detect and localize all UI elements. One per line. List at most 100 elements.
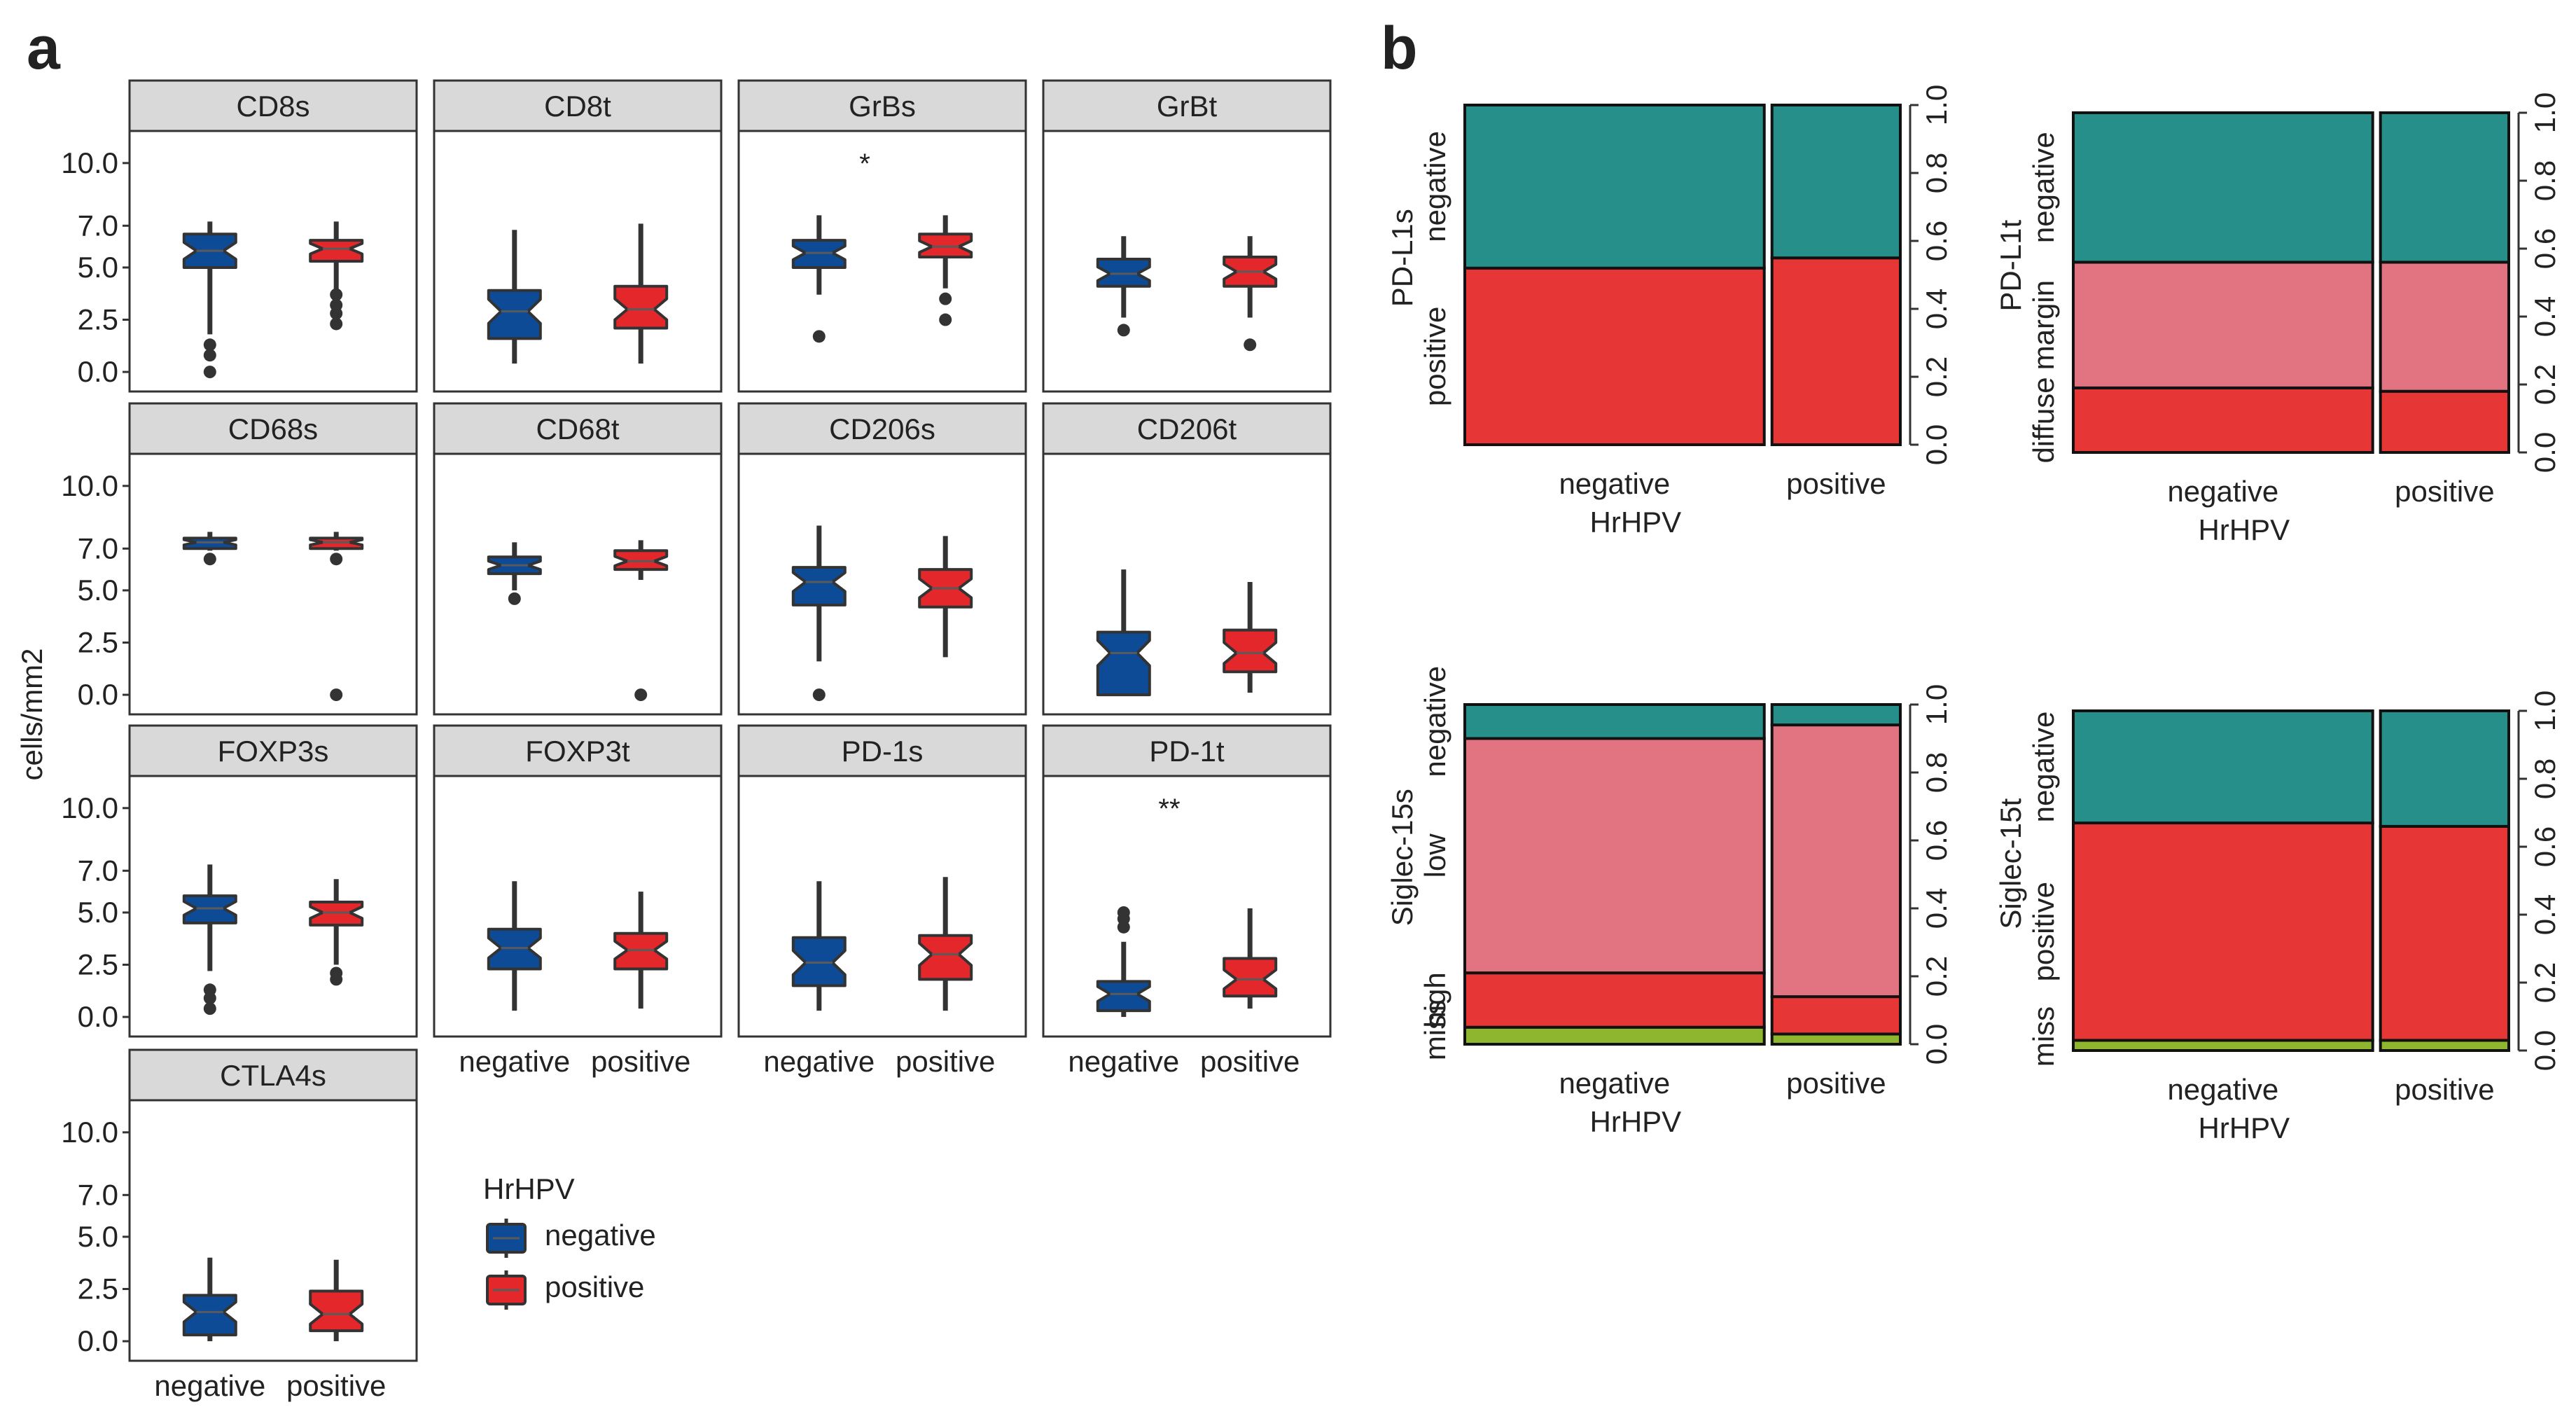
facet-cd206s: CD206s	[737, 402, 1027, 716]
facet-title: CD8t	[544, 90, 611, 123]
y-tick-label: 10.0	[61, 146, 118, 179]
outlier-point	[812, 688, 826, 702]
y-tick-label: 0.0	[78, 1000, 118, 1033]
outlier-point	[634, 688, 648, 702]
box-negative	[182, 532, 237, 566]
facet-cd8t: CD8t	[433, 79, 723, 393]
panel-a-letter: a	[27, 15, 61, 82]
facet-frame	[737, 775, 1027, 1038]
x-category-label: positive	[2395, 475, 2494, 508]
x-category-label: negative	[1068, 1045, 1179, 1078]
outlier-point	[1117, 324, 1130, 337]
level-label-positive: positive	[2027, 882, 2060, 981]
x-category-label: negative	[2167, 1073, 2278, 1106]
mosaic-cell-margin-negative	[2072, 261, 2374, 389]
y-axis-title: Siglec-15s	[1386, 789, 1419, 926]
outlier-point	[939, 313, 952, 326]
right-tick-label: 0.4	[2528, 296, 2561, 337]
right-tick-label: 0.4	[1920, 888, 1953, 929]
box-positive	[918, 215, 973, 326]
mosaic-cell-miss-positive	[2379, 1039, 2510, 1052]
significance-marker: **	[1158, 793, 1180, 824]
facet-strip	[1042, 724, 1332, 777]
box-body	[182, 1294, 237, 1337]
facet-cd8s: CD8s 0.0 2.5 5.0 7.0 10.0	[61, 79, 418, 393]
panel-a-boxplots: CD8s 0.0 2.5 5.0 7.0 10.0 CD8t GrBs * GrBt CD68s 0.…	[15, 79, 1332, 1402]
right-tick-label: 0.0	[2528, 432, 2561, 473]
x-axis-title: HrHPV	[2199, 513, 2290, 546]
mosaic-cell-miss-positive	[1770, 1032, 1902, 1046]
level-label-high: high	[1419, 972, 1451, 1027]
mosaic-cell-miss-negative	[1463, 1025, 1766, 1046]
facet-cd68t: CD68t	[433, 402, 723, 716]
facet-grbt: GrBt	[1042, 79, 1332, 393]
right-tick-label: 0.6	[2528, 826, 2561, 867]
mosaic-cell-negative-positive	[1770, 104, 1902, 260]
y-tick-label: 0.0	[78, 355, 118, 388]
facet-frame	[737, 452, 1027, 716]
outlier-point	[203, 366, 216, 379]
panel-b-mosaics: negative HrHPV positive 0.0 0.2 0.4 0.6 0.8 1.0 P…	[1386, 85, 2561, 1144]
outlier-point	[203, 338, 216, 352]
facet-strip	[1042, 79, 1332, 132]
right-tick-label: 0.2	[1920, 356, 1953, 397]
mosaic-cell-positive-negative	[1463, 266, 1766, 446]
facet-frame	[433, 130, 723, 393]
box-positive	[918, 877, 973, 1011]
mosaic-cell-negative-negative	[2072, 111, 2374, 264]
box-negative	[1096, 236, 1151, 337]
right-tick-label: 0.2	[1920, 956, 1953, 997]
x-axis-title: HrHPV	[2199, 1111, 2290, 1144]
facet-title: CD68s	[228, 413, 318, 445]
outlier-point	[1117, 906, 1130, 919]
box-negative	[487, 542, 542, 605]
x-category-label: positive	[286, 1369, 386, 1402]
box-body	[918, 934, 973, 981]
right-tick-label: 0.2	[2528, 962, 2561, 1003]
box-negative	[182, 1257, 237, 1342]
box-body	[791, 566, 847, 607]
facet-cd206t: CD206t	[1042, 402, 1332, 716]
facet-title: GrBs	[849, 90, 916, 123]
facet-cd68s: CD68s 0.0 2.5 5.0 7.0 10.0	[61, 402, 418, 716]
facet-frame	[1042, 775, 1332, 1038]
outlier-point	[203, 983, 216, 997]
facet-frame	[128, 452, 418, 716]
x-category-label: negative	[763, 1045, 875, 1078]
facet-title: FOXP3s	[218, 735, 329, 768]
facet-title: CD206s	[829, 413, 935, 445]
facet-strip	[128, 79, 418, 132]
outlier-point	[330, 553, 343, 566]
x-category-label: positive	[896, 1045, 995, 1078]
right-tick-label: 0.8	[1920, 153, 1953, 193]
box-positive	[1223, 908, 1278, 1009]
box-positive	[613, 223, 669, 364]
right-tick-label: 0.4	[1920, 289, 1953, 329]
y-axis-title: Siglec-15t	[1994, 798, 2027, 929]
mosaic-pd-l1s: negative HrHPV positive 0.0 0.2 0.4 0.6 0.8 1.0 P…	[1386, 85, 1953, 539]
legend-entry-label: positive	[545, 1270, 644, 1303]
y-tick-label: 7.0	[78, 854, 118, 887]
y-tick-label: 5.0	[78, 574, 118, 607]
right-tick-label: 0.8	[2528, 160, 2561, 201]
facet-frame	[1042, 452, 1332, 716]
x-category-label: positive	[1200, 1045, 1300, 1078]
right-tick-label: 0.0	[2528, 1030, 2561, 1071]
x-category-label: negative	[459, 1045, 570, 1078]
outlier-point	[812, 330, 826, 343]
box-negative	[182, 864, 237, 1016]
box-body	[487, 289, 542, 340]
box-body	[1223, 957, 1278, 998]
y-tick-label: 2.5	[78, 1273, 118, 1305]
mosaic-cell-diffuse-positive	[2379, 389, 2510, 455]
facet-foxp3s: FOXP3s 0.0 2.5 5.0 7.0 10.0	[61, 724, 418, 1038]
mosaic-siglec-15t: negative HrHPV positive 0.0 0.2 0.4 0.6 0.8 1.0 S…	[1994, 691, 2561, 1144]
right-tick-label: 0.6	[2528, 228, 2561, 269]
x-category-label: positive	[1786, 1067, 1886, 1100]
facet-frame	[433, 775, 723, 1038]
box-positive	[1223, 582, 1278, 693]
box-negative	[182, 221, 237, 379]
x-axis-title: HrHPV	[1590, 1105, 1682, 1138]
outlier-point	[508, 592, 521, 605]
